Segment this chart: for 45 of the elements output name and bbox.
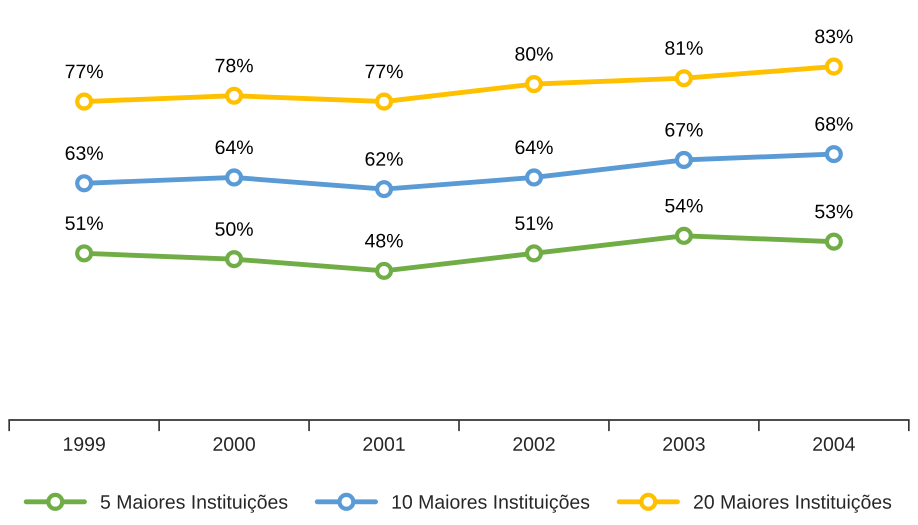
data-label: 78%: [216, 58, 253, 72]
data-label: 54%: [665, 198, 703, 213]
data-label: 77%: [366, 64, 403, 78]
point: [674, 69, 693, 88]
legend-label: 5 Maiores Instituições: [100, 494, 288, 513]
x-tick-label: 2002: [513, 437, 555, 451]
point: [75, 92, 94, 111]
point: [225, 250, 244, 268]
point: [225, 86, 244, 105]
data-label: 64%: [216, 140, 253, 154]
data-label: 51%: [515, 216, 553, 230]
point: [225, 168, 244, 186]
data-label: 63%: [66, 146, 103, 160]
point: [524, 168, 543, 186]
point: [75, 244, 94, 262]
x-tick-label: 2000: [213, 437, 255, 451]
point: [375, 262, 394, 280]
x-tick-label: 2001: [363, 437, 405, 451]
point: [674, 150, 693, 169]
point: [824, 58, 843, 76]
point: [524, 75, 543, 94]
point: [824, 145, 843, 164]
data-label: 64%: [516, 140, 553, 154]
x-tick-label: 1999: [64, 437, 105, 451]
point: [375, 180, 394, 198]
data-label: 68%: [815, 117, 853, 131]
x-tick-label: 2003: [663, 437, 705, 451]
point: [674, 226, 693, 245]
legend-label: 20 Maiores Instituições: [694, 494, 892, 513]
data-label: 62%: [366, 152, 403, 166]
data-label: 53%: [815, 204, 853, 218]
data-label: 80%: [515, 47, 553, 61]
data-label: 83%: [815, 29, 853, 44]
data-label: 67%: [665, 122, 703, 137]
data-label: 48%: [365, 234, 403, 248]
data-label: 77%: [66, 64, 103, 78]
data-label: 50%: [215, 222, 253, 236]
point: [824, 232, 843, 251]
point: [524, 244, 543, 262]
point: [75, 174, 94, 192]
x-tick-label: 2004: [813, 437, 855, 451]
legend-label: 10 Maiores Instituições: [392, 494, 590, 513]
point: [375, 92, 394, 111]
data-label: 81%: [665, 41, 703, 55]
data-label: 51%: [65, 216, 103, 230]
